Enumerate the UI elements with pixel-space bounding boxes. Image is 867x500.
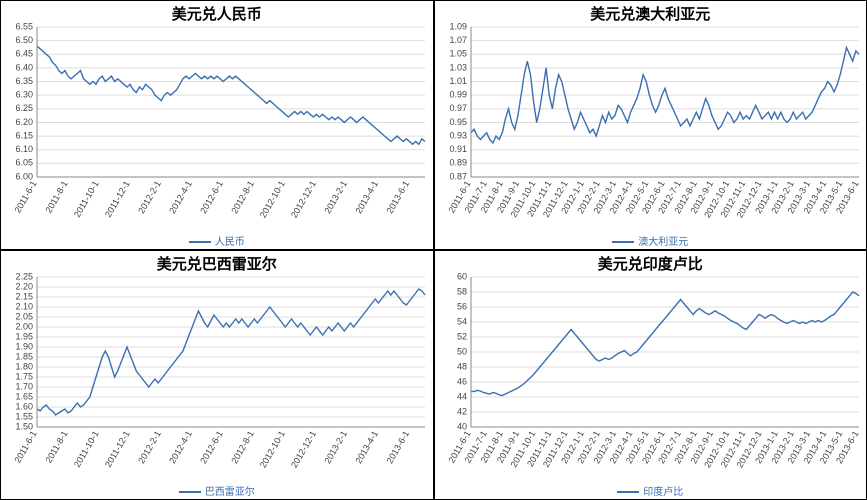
chart-area: 40424446485052545658602011-6-12011-7-120… [435, 273, 867, 483]
svg-text:1.55: 1.55 [15, 411, 33, 421]
svg-text:2012-8-1: 2012-8-1 [229, 179, 256, 215]
svg-text:1.90: 1.90 [15, 341, 33, 351]
legend-swatch [189, 241, 211, 243]
svg-text:2013-6-1: 2013-6-1 [385, 179, 412, 215]
chart-title: 美元兑澳大利亚元 [435, 1, 867, 23]
chart-legend: 人民币 [1, 233, 433, 249]
svg-text:2012-4-1: 2012-4-1 [167, 429, 194, 465]
chart-area: 1.501.551.601.651.701.751.801.851.901.95… [1, 273, 433, 483]
svg-text:6.55: 6.55 [15, 23, 33, 31]
svg-text:60: 60 [456, 273, 466, 281]
svg-text:2013-2-1: 2013-2-1 [322, 179, 349, 215]
svg-text:6.50: 6.50 [15, 35, 33, 45]
svg-text:2012-12-1: 2012-12-1 [289, 429, 318, 470]
svg-text:2012-10-1: 2012-10-1 [258, 179, 287, 220]
panel-inr: 美元兑印度卢比 40424446485052545658602011-6-120… [434, 250, 867, 500]
svg-text:2012-10-1: 2012-10-1 [258, 429, 287, 470]
svg-text:1.70: 1.70 [15, 381, 33, 391]
svg-text:2012-4-1: 2012-4-1 [167, 179, 194, 215]
svg-text:2013-6-1: 2013-6-1 [385, 429, 412, 465]
svg-text:52: 52 [456, 331, 466, 341]
svg-text:2011-6-1: 2011-6-1 [12, 429, 38, 465]
svg-text:2011-12-1: 2011-12-1 [103, 429, 132, 469]
svg-text:2.20: 2.20 [15, 281, 33, 291]
chart-title: 美元兑印度卢比 [435, 251, 867, 273]
chart-legend: 巴西雷亚尔 [1, 483, 433, 499]
svg-text:1.03: 1.03 [449, 62, 467, 72]
svg-text:1.09: 1.09 [449, 23, 467, 31]
svg-text:2012-6-1: 2012-6-1 [198, 179, 225, 215]
svg-text:0.91: 0.91 [449, 144, 467, 154]
svg-text:0.89: 0.89 [449, 158, 467, 168]
svg-text:54: 54 [456, 316, 466, 326]
legend-swatch [612, 241, 634, 243]
svg-text:6.10: 6.10 [15, 144, 33, 154]
legend-label: 澳大利亚元 [638, 237, 688, 248]
svg-text:2012-8-1: 2012-8-1 [229, 429, 256, 465]
svg-text:2.05: 2.05 [15, 311, 33, 321]
legend-label: 人民币 [215, 237, 245, 248]
chart-legend: 澳大利亚元 [435, 233, 867, 249]
svg-text:50: 50 [456, 346, 466, 356]
svg-text:2011-8-1: 2011-8-1 [43, 429, 69, 465]
svg-text:2011-10-1: 2011-10-1 [72, 179, 101, 219]
panel-cny: 美元兑人民币 6.006.056.106.156.206.256.306.356… [0, 0, 434, 250]
legend-label: 印度卢比 [643, 487, 683, 498]
panel-brl: 美元兑巴西雷亚尔 1.501.551.601.651.701.751.801.8… [0, 250, 434, 500]
svg-text:6.40: 6.40 [15, 62, 33, 72]
svg-text:1.07: 1.07 [449, 35, 467, 45]
svg-text:2012-12-1: 2012-12-1 [289, 179, 318, 220]
panel-aud: 美元兑澳大利亚元 0.870.890.910.930.950.970.991.0… [434, 0, 867, 250]
svg-text:6.30: 6.30 [15, 90, 33, 100]
svg-text:2013-4-1: 2013-4-1 [353, 429, 380, 465]
svg-text:2012-2-1: 2012-2-1 [136, 429, 163, 465]
legend-swatch [179, 491, 201, 493]
svg-text:2011-10-1: 2011-10-1 [72, 429, 101, 469]
legend-label: 巴西雷亚尔 [205, 487, 255, 498]
chart-grid: 美元兑人民币 6.006.056.106.156.206.256.306.356… [0, 0, 867, 500]
svg-text:1.01: 1.01 [449, 76, 467, 86]
svg-text:2012-6-1: 2012-6-1 [198, 429, 225, 465]
svg-text:42: 42 [456, 406, 466, 416]
svg-text:2.25: 2.25 [15, 273, 33, 281]
svg-text:1.85: 1.85 [15, 351, 33, 361]
svg-text:46: 46 [456, 376, 466, 386]
svg-text:6.05: 6.05 [15, 158, 33, 168]
svg-text:6.25: 6.25 [15, 103, 33, 113]
svg-text:1.75: 1.75 [15, 371, 33, 381]
svg-text:48: 48 [456, 361, 466, 371]
svg-text:6.20: 6.20 [15, 117, 33, 127]
svg-text:58: 58 [456, 286, 466, 296]
svg-text:2.00: 2.00 [15, 321, 33, 331]
svg-text:2013-4-1: 2013-4-1 [353, 179, 380, 215]
chart-legend: 印度卢比 [435, 483, 867, 499]
svg-text:2011-12-1: 2011-12-1 [103, 179, 132, 219]
chart-area: 0.870.890.910.930.950.970.991.011.031.05… [435, 23, 867, 233]
svg-text:6.45: 6.45 [15, 49, 33, 59]
svg-text:1.05: 1.05 [449, 49, 467, 59]
svg-text:0.97: 0.97 [449, 103, 467, 113]
chart-title: 美元兑人民币 [1, 1, 433, 23]
svg-text:2011-8-1: 2011-8-1 [43, 179, 69, 215]
svg-text:6.35: 6.35 [15, 76, 33, 86]
svg-text:2012-2-1: 2012-2-1 [136, 179, 163, 215]
svg-text:56: 56 [456, 301, 466, 311]
svg-text:2011-6-1: 2011-6-1 [12, 179, 38, 215]
svg-text:2013-2-1: 2013-2-1 [322, 429, 349, 465]
svg-text:0.99: 0.99 [449, 90, 467, 100]
svg-text:1.95: 1.95 [15, 331, 33, 341]
svg-text:1.65: 1.65 [15, 391, 33, 401]
svg-text:2.10: 2.10 [15, 301, 33, 311]
svg-text:0.95: 0.95 [449, 117, 467, 127]
svg-text:1.80: 1.80 [15, 361, 33, 371]
svg-text:44: 44 [456, 391, 466, 401]
svg-text:2.15: 2.15 [15, 291, 33, 301]
chart-title: 美元兑巴西雷亚尔 [1, 251, 433, 273]
chart-area: 6.006.056.106.156.206.256.306.356.406.45… [1, 23, 433, 233]
legend-swatch [617, 491, 639, 493]
svg-text:1.60: 1.60 [15, 401, 33, 411]
svg-text:0.93: 0.93 [449, 130, 467, 140]
svg-text:6.15: 6.15 [15, 130, 33, 140]
